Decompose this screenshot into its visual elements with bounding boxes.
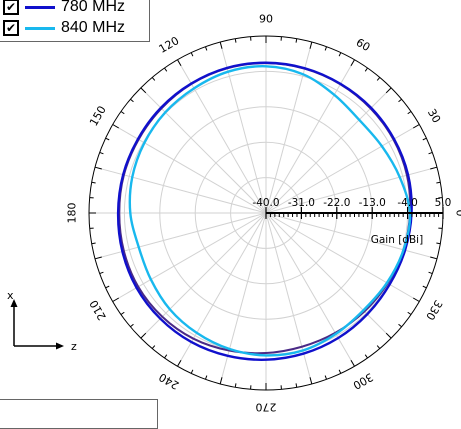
z-axis-label: z [71, 340, 77, 353]
polar-plot: -40.0 -31.0 -22.0 -13.0 -4.0 5.0 Gain [dBi] 0 3… [0, 0, 461, 417]
grid-spoke [266, 213, 419, 302]
angle-tick [325, 47, 326, 51]
angle-tick [386, 333, 391, 338]
angle-tick [205, 47, 206, 51]
angle-tick [220, 377, 222, 384]
angle-tick [386, 88, 391, 93]
bottom-panel [0, 399, 158, 429]
angle-tick [178, 360, 182, 366]
radial-tick-label: -22.0 [323, 197, 350, 209]
angle-tick [413, 125, 419, 129]
angle-tick [113, 125, 119, 129]
angle-tick-label: 150 [87, 104, 109, 129]
angle-tick [377, 346, 380, 349]
angle-tick [365, 355, 367, 358]
angle-tick-label: 330 [423, 298, 445, 323]
angle-tick [121, 312, 124, 314]
angle-tick [436, 243, 440, 244]
angle-tick [178, 60, 182, 66]
angle-tick-label: 210 [87, 298, 109, 323]
angle-tick [436, 182, 440, 183]
angle-tick [164, 355, 166, 358]
angle-tick [408, 111, 411, 113]
angle-tick [130, 324, 133, 327]
angle-tick [121, 111, 124, 113]
angle-tick [106, 286, 110, 288]
angle-tick [296, 383, 297, 387]
angle-tick [92, 243, 96, 244]
angle-tick-label: 300 [351, 370, 376, 392]
radial-axis-title: Gain [dBi] [371, 234, 423, 246]
angle-tick-label: 30 [425, 107, 443, 126]
radial-tick-label: -40.0 [252, 197, 279, 209]
angle-tick [164, 68, 166, 71]
angle-tick [399, 324, 402, 327]
angle-tick [296, 39, 297, 43]
grid-spoke [266, 213, 391, 338]
angle-tick [423, 286, 427, 288]
radial-tick-label: -4.0 [397, 197, 418, 209]
angle-tick-label: 120 [157, 34, 182, 56]
angle-tick-label: 0 [454, 210, 461, 217]
angle-tick [235, 39, 236, 43]
x-axis-label: x [7, 289, 14, 302]
angle-tick [423, 138, 427, 140]
angle-tick [100, 152, 104, 153]
angle-tick [220, 42, 222, 49]
angle-tick [130, 99, 133, 102]
angle-tick [377, 77, 380, 80]
angle-tick-label: 90 [259, 13, 273, 26]
angle-tick [408, 312, 411, 314]
angle-tick [430, 257, 437, 259]
grid-spoke [141, 88, 266, 213]
angle-tick-label: 60 [354, 36, 373, 54]
angle-tick [429, 272, 433, 273]
angle-tick [310, 377, 312, 384]
angle-tick [191, 53, 193, 57]
radial-tick-label: 5.0 [435, 197, 452, 209]
angle-tick [325, 376, 326, 380]
angle-tick [429, 152, 433, 153]
angle-tick [106, 138, 110, 140]
angle-tick [413, 298, 419, 302]
angle-tick [351, 360, 355, 366]
angle-tick-label: 270 [256, 401, 277, 414]
angle-tick [95, 257, 102, 259]
angle-tick [430, 167, 437, 169]
angle-tick-label: 180 [66, 203, 79, 224]
angle-tick [310, 42, 312, 49]
angle-tick-label: 240 [157, 370, 182, 392]
angle-tick [141, 88, 146, 93]
radial-tick-label: -13.0 [359, 197, 386, 209]
angle-tick [191, 370, 193, 374]
angle-tick [152, 77, 155, 80]
angle-tick [339, 370, 341, 374]
angle-tick [152, 346, 155, 349]
angle-tick [205, 376, 206, 380]
radial-tick-label: -31.0 [288, 197, 315, 209]
angle-tick [100, 272, 104, 273]
grid-spoke [178, 213, 267, 366]
angle-tick [351, 60, 355, 66]
z-axis-arrowhead [56, 343, 64, 350]
radial-axis: -40.0 -31.0 -22.0 -13.0 -4.0 5.0 Gain [dBi] [252, 197, 451, 246]
angle-tick [399, 99, 402, 102]
angle-tick [365, 68, 367, 71]
grid-spoke [266, 60, 355, 213]
grid-spoke [266, 88, 391, 213]
angle-tick [339, 53, 341, 57]
grid-spoke [113, 125, 266, 214]
angle-tick [113, 298, 119, 302]
angle-tick [235, 383, 236, 387]
axes-orientation-indicator: x z [7, 289, 77, 353]
angle-tick [92, 182, 96, 183]
angle-tick [95, 167, 102, 169]
angle-tick [141, 333, 146, 338]
